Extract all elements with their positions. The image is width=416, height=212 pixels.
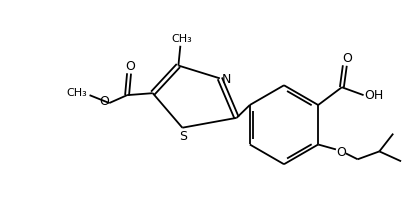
Text: O: O (342, 52, 352, 65)
Text: S: S (179, 130, 187, 143)
Text: O: O (99, 95, 109, 107)
Text: O: O (125, 60, 135, 73)
Text: OH: OH (364, 89, 383, 102)
Text: N: N (222, 73, 231, 86)
Text: CH₃: CH₃ (171, 34, 192, 44)
Text: CH₃: CH₃ (67, 88, 87, 98)
Text: O: O (336, 146, 346, 159)
